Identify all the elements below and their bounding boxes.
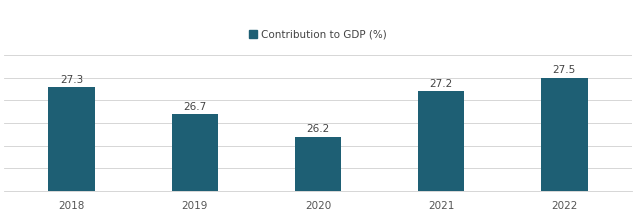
Bar: [294, 137, 342, 191]
Text: 27.3: 27.3: [60, 75, 83, 84]
Bar: [172, 114, 218, 191]
Text: 26.2: 26.2: [307, 124, 329, 134]
Legend: Contribution to GDP (%): Contribution to GDP (%): [245, 25, 391, 43]
Bar: [48, 87, 95, 191]
Text: 27.2: 27.2: [429, 79, 453, 89]
Text: 26.7: 26.7: [183, 102, 207, 112]
Bar: [418, 91, 464, 191]
Bar: [541, 78, 588, 191]
Text: 27.5: 27.5: [553, 65, 576, 75]
